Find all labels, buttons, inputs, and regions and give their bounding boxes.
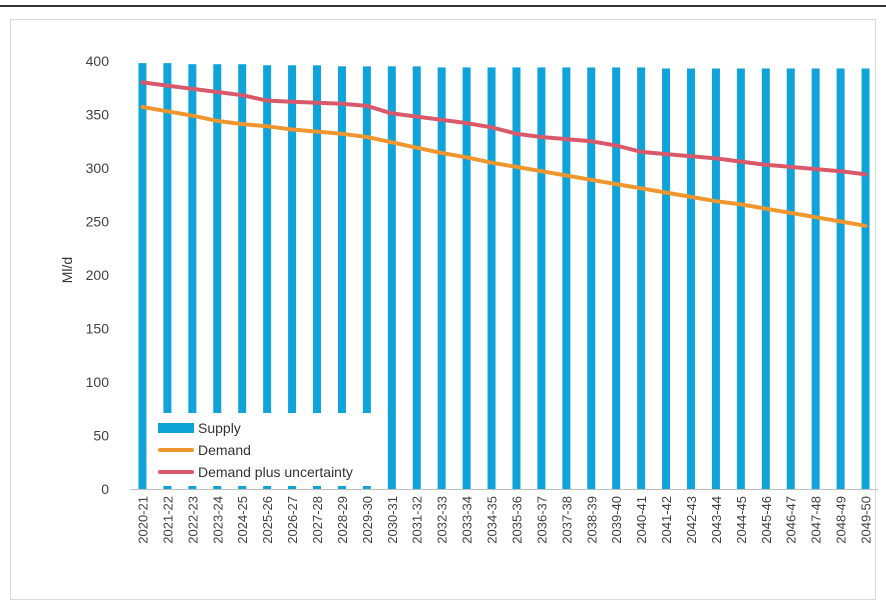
x-tick-label: 2024-25 (235, 496, 250, 544)
x-tick-label: 2032-33 (435, 496, 450, 544)
supply-bar (362, 66, 371, 489)
supply-bars (138, 63, 870, 490)
supply-bar (537, 67, 546, 490)
y-axis: 0 50 100 150 200 250 300 350 400 (86, 53, 110, 497)
supply-bar (337, 66, 346, 489)
y-tick-label: 50 (93, 428, 109, 444)
supply-bar (786, 68, 795, 490)
x-tick-label: 2022-23 (185, 496, 200, 544)
x-tick-label: 2046-47 (784, 496, 799, 544)
supply-bar (662, 68, 671, 490)
x-tick-label: 2044-45 (734, 496, 749, 544)
supply-bar (587, 67, 596, 490)
legend-swatch-supply (158, 423, 194, 433)
x-tick-label: 2041-42 (659, 496, 674, 544)
y-tick-label: 150 (86, 321, 110, 337)
x-tick-label: 2047-48 (809, 496, 824, 544)
supply-bar (263, 65, 272, 489)
x-tick-label: 2049-50 (859, 496, 874, 544)
supply-bar (562, 67, 571, 490)
x-axis-tick-labels: 2020-21 2021-22 2022-23 2023-24 2024-25 2025-… (135, 496, 873, 544)
x-tick-label: 2035-36 (509, 496, 524, 544)
x-tick-label: 2036-37 (534, 496, 549, 544)
y-axis-title: Ml/d (59, 257, 75, 283)
y-tick-label: 250 (86, 214, 110, 230)
demand-plus-uncertainty-line (140, 80, 868, 177)
supply-bar (612, 67, 621, 490)
x-tick-label: 2021-22 (160, 496, 175, 544)
supply-bar (412, 66, 421, 489)
x-tick-label: 2043-44 (709, 496, 724, 544)
x-tick-label: 2030-31 (385, 496, 400, 544)
supply-bar (462, 67, 471, 490)
supply-bar (761, 68, 770, 490)
y-tick-label: 400 (86, 53, 110, 69)
top-rule (0, 5, 886, 7)
legend-label-demand: Demand (198, 442, 251, 458)
supply-bar (213, 64, 222, 490)
x-tick-label: 2048-49 (834, 496, 849, 544)
supply-bar (487, 67, 496, 490)
legend-label-demand-plus-uncertainty: Demand plus uncertainty (198, 464, 353, 480)
x-tick-label: 2026-27 (285, 496, 300, 544)
x-tick-label: 2031-32 (410, 496, 425, 544)
x-tick-label: 2042-43 (684, 496, 699, 544)
legend-label-supply: Supply (198, 420, 241, 436)
supply-bar (437, 67, 446, 490)
x-tick-label: 2029-30 (360, 496, 375, 544)
supply-bar (512, 67, 521, 490)
supply-bar (288, 65, 297, 489)
supply-bar (687, 68, 695, 490)
supply-bar (811, 68, 820, 490)
legend-item-supply: Supply (158, 418, 241, 438)
x-tick-label: 2034-35 (485, 496, 500, 544)
supply-bar (861, 68, 870, 490)
demand-lines (140, 80, 868, 228)
x-tick-label: 2023-24 (210, 496, 225, 544)
legend: Supply Demand Demand plus uncertainty (152, 413, 384, 486)
y-tick-label: 100 (86, 374, 110, 390)
y-tick-label: 0 (101, 481, 109, 497)
supply-bar (138, 63, 147, 489)
y-tick-label: 350 (86, 107, 110, 123)
supply-bar (736, 68, 745, 490)
x-tick-label: 2028-29 (335, 496, 350, 544)
demand-line (140, 105, 868, 228)
x-tick-label: 2039-40 (609, 496, 624, 544)
supply-bar (313, 65, 321, 489)
y-tick-label: 200 (86, 267, 110, 283)
supply-bar (163, 63, 172, 489)
x-tick-label: 2040-41 (634, 496, 649, 544)
x-tick-label: 2033-34 (460, 496, 475, 544)
x-tick-label: 2020-21 (135, 496, 150, 544)
supply-bar (238, 64, 247, 490)
supply-bar (711, 68, 720, 490)
x-tick-label: 2037-38 (559, 496, 574, 544)
supply-bar (836, 68, 845, 490)
supply-bar (387, 66, 396, 489)
x-tick-label: 2045-46 (759, 496, 774, 544)
x-tick-label: 2027-28 (310, 496, 325, 544)
supply-bar (637, 67, 646, 490)
x-tick-label: 2038-39 (584, 496, 599, 544)
legend-item-demand: Demand (158, 440, 251, 460)
legend-item-demand-plus-uncertainty: Demand plus uncertainty (158, 462, 353, 482)
supply-bar (188, 64, 197, 490)
legend-swatch-demand (158, 448, 194, 452)
legend-swatch-demand-plus-uncertainty (158, 470, 194, 474)
y-tick-label: 300 (86, 160, 110, 176)
x-tick-label: 2025-26 (260, 496, 275, 544)
